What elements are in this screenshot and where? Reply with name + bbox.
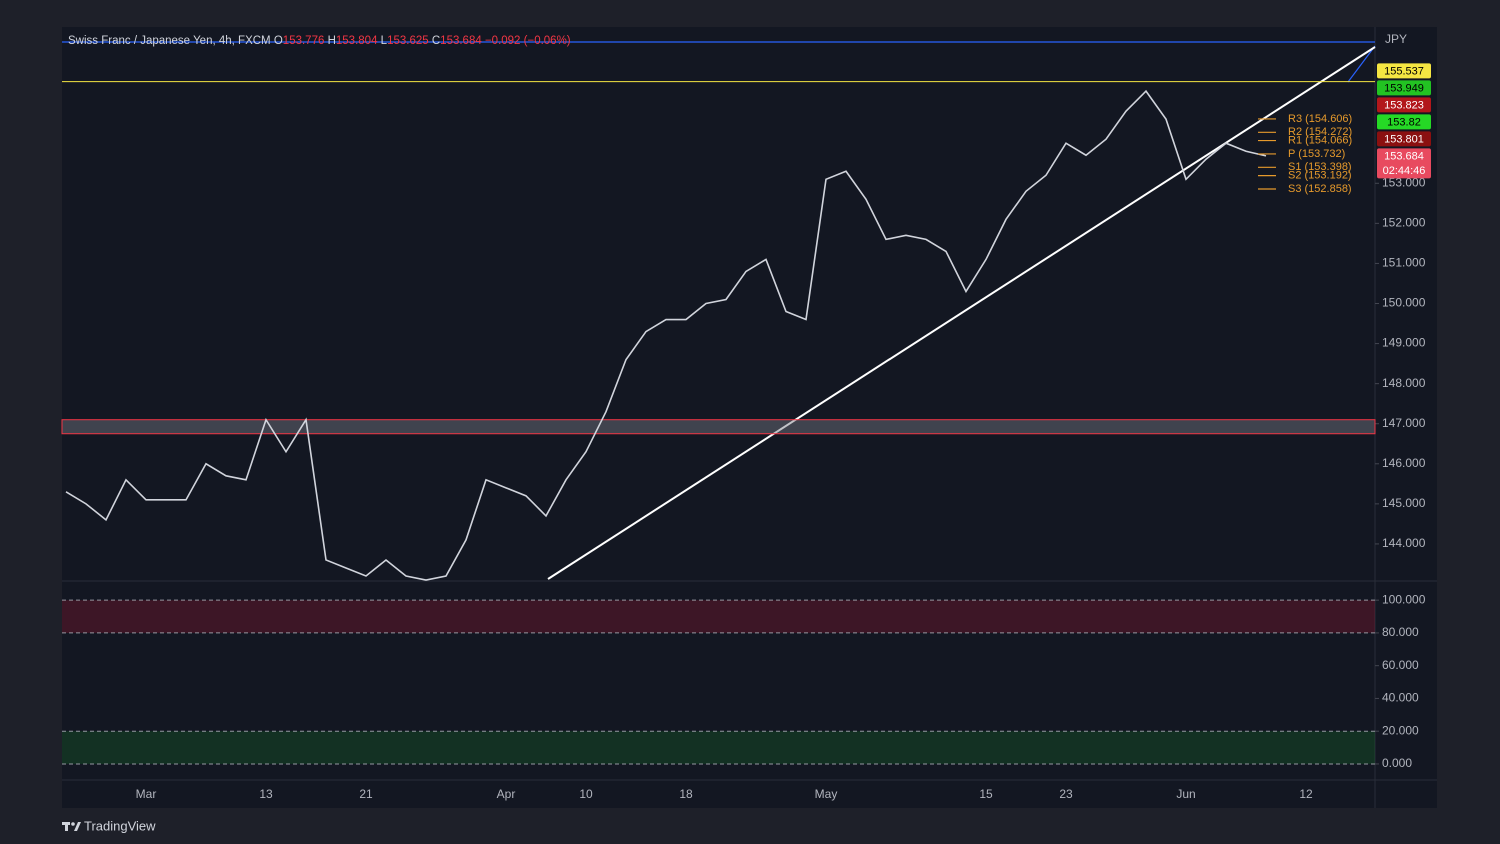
zone bbox=[61, 419, 1376, 435]
pivot-label: R2 (154.272) bbox=[1288, 126, 1352, 138]
brand-logo bbox=[62, 822, 81, 831]
ohlc-value: 153.684 bbox=[440, 35, 482, 47]
price-tag bbox=[1377, 63, 1431, 79]
x-tick-label: 12 bbox=[1299, 787, 1313, 801]
pivot-label: P (153.732) bbox=[1288, 148, 1345, 160]
price-tag-label: 153.823 bbox=[1384, 99, 1424, 111]
y-tick-label: 80.000 bbox=[1382, 625, 1419, 639]
y-tick-label: 150.000 bbox=[1382, 296, 1426, 310]
ohlc-key: H bbox=[328, 35, 336, 47]
countdown: 02:44:46 bbox=[1383, 165, 1426, 177]
price-tag bbox=[1377, 114, 1431, 130]
y-tick-label: 149.000 bbox=[1382, 336, 1426, 350]
price-tag-label: 153.949 bbox=[1384, 82, 1424, 94]
chart-panel bbox=[62, 27, 1437, 808]
x-tick-label: Jun bbox=[1176, 787, 1195, 801]
price-tag bbox=[1377, 131, 1431, 147]
y-tick-label: 60.000 bbox=[1382, 658, 1419, 672]
y-tick-label: 146.000 bbox=[1382, 456, 1426, 470]
pivot-label: R1 (154.066) bbox=[1288, 134, 1352, 146]
symbol: Swiss Franc / Japanese Yen, 4h, FXCM bbox=[68, 35, 271, 47]
header: Swiss Franc / Japanese Yen, 4h, FXCM O15… bbox=[68, 35, 571, 47]
x-tick-label: May bbox=[815, 787, 838, 801]
ohlc-key: C bbox=[432, 35, 440, 47]
price-tag-label: 153.82 bbox=[1387, 116, 1421, 128]
pivot-label: R3 (154.606) bbox=[1288, 113, 1352, 125]
y-tick-label: 153.000 bbox=[1382, 175, 1426, 189]
brand: TradingView bbox=[84, 818, 156, 833]
ohlc-key: L bbox=[381, 35, 388, 47]
x-tick-label: 18 bbox=[679, 787, 693, 801]
price-tag bbox=[1377, 148, 1431, 179]
y-tick-label: 145.000 bbox=[1382, 496, 1426, 510]
oversold-zone bbox=[62, 731, 1375, 764]
price-line bbox=[65, 89, 1267, 581]
price-tag-label: 153.684 bbox=[1384, 150, 1424, 162]
trend-line bbox=[547, 46, 1376, 580]
price-tag-label: 155.537 bbox=[1384, 65, 1424, 77]
pivot-label: S1 (153.398) bbox=[1288, 161, 1352, 173]
y-tick-label: 144.000 bbox=[1382, 536, 1426, 550]
y-tick-label: 151.000 bbox=[1382, 256, 1426, 270]
y-tick-label: 147.000 bbox=[1382, 416, 1426, 430]
change: −0.092 (−0.06%) bbox=[485, 35, 571, 47]
symbol-legend: Swiss Franc / Japanese Yen, 4h, FXCM O15… bbox=[68, 35, 571, 47]
y-tick-label: 20.000 bbox=[1382, 723, 1419, 737]
ohlc-key: O bbox=[274, 35, 283, 47]
pivot-label: S2 (153.192) bbox=[1288, 169, 1352, 181]
x-tick-label: Apr bbox=[497, 787, 516, 801]
x-tick-label: 21 bbox=[359, 787, 373, 801]
y-tick-label: 40.000 bbox=[1382, 691, 1419, 705]
y-tick-label: 100.000 bbox=[1382, 592, 1426, 606]
x-tick-label: 15 bbox=[979, 787, 993, 801]
pivot-label: S3 (152.858) bbox=[1288, 183, 1352, 195]
y-tick-label: 152.000 bbox=[1382, 216, 1426, 230]
currency: JPY bbox=[1385, 32, 1407, 46]
price-tag bbox=[1377, 80, 1431, 96]
x-tick-label: 23 bbox=[1059, 787, 1073, 801]
overbought-zone bbox=[62, 600, 1375, 633]
x-tick-label: 13 bbox=[259, 787, 273, 801]
y-tick-label: 0.000 bbox=[1382, 756, 1412, 770]
ohlc-value: 153.804 bbox=[336, 35, 378, 47]
price-tag bbox=[1377, 97, 1431, 113]
y-tick-label: 148.000 bbox=[1382, 376, 1426, 390]
x-tick-label: Mar bbox=[136, 787, 157, 801]
x-tick-label: 10 bbox=[579, 787, 593, 801]
ohlc-value: 153.625 bbox=[387, 35, 429, 47]
drawn-line bbox=[1347, 45, 1376, 83]
price-tag-label: 153.801 bbox=[1384, 133, 1424, 145]
ohlc-value: 153.776 bbox=[283, 35, 325, 47]
